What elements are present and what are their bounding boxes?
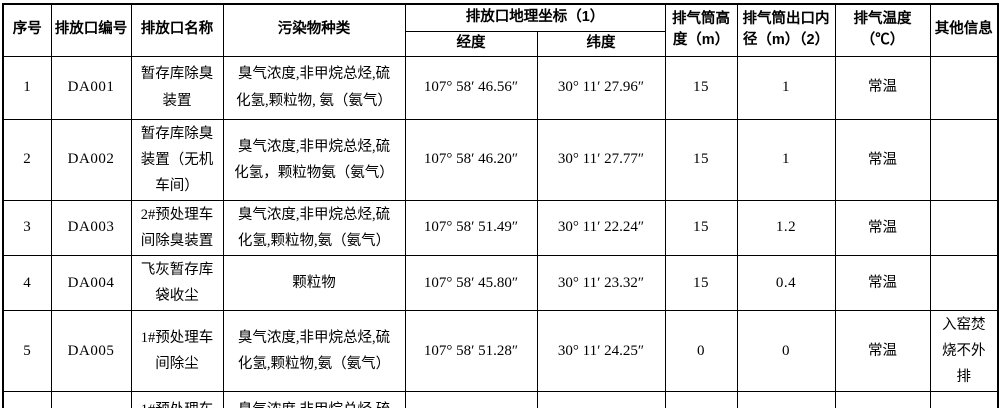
cell-temperature: 常温 (834, 310, 931, 393)
cell-stack-height: 15 (664, 199, 738, 256)
cell-seq: 2 (2, 118, 52, 201)
cell-pollutants: 臭气浓度,非甲烷总烃,硫化氢，颗粒物氨（氨气） (222, 118, 406, 201)
cell-longitude: 107° 58′ 46.20″ (404, 118, 538, 201)
cell-outlet-id: DA006 (50, 391, 132, 408)
emission-outlet-table: 序号 排放口编号 排放口名称 污染物种类 排放口地理坐标（1） 排气筒高度（m）… (2, 3, 1000, 408)
cell-stack-diameter: 1 (736, 55, 836, 120)
cell-outlet-name: 飞灰暂存库袋收尘 (130, 254, 224, 312)
cell-stack-diameter: 1.2 (736, 391, 836, 408)
cell-longitude: 107° 58′ 50.52″ (404, 391, 538, 408)
cell-temperature: 常温 (834, 55, 931, 120)
cell-stack-diameter: 0 (736, 310, 836, 393)
cell-latitude: 30° 11′ 23.32″ (536, 254, 666, 312)
cell-pollutants: 臭气浓度,非甲烷总烃,硫化氢,颗粒物,氨（氨气） (222, 199, 406, 256)
cell-stack-height: 15 (664, 391, 738, 408)
header-outlet-name: 排放口名称 (130, 3, 224, 57)
cell-stack-height: 15 (664, 118, 738, 201)
cell-latitude: 30° 11′ 24.25″ (536, 310, 666, 393)
cell-other-info (929, 254, 999, 312)
header-pollutants: 污染物种类 (222, 3, 406, 57)
cell-outlet-id: DA005 (50, 310, 132, 393)
cell-other-info (929, 118, 999, 201)
cell-stack-diameter: 1.2 (736, 199, 836, 256)
cell-stack-height: 0 (664, 310, 738, 393)
cell-outlet-name: 暂存库除臭装置 (130, 55, 224, 120)
cell-longitude: 107° 58′ 46.56″ (404, 55, 538, 120)
cell-longitude: 107° 58′ 51.28″ (404, 310, 538, 393)
cell-stack-height: 15 (664, 254, 738, 312)
cell-other-info (929, 55, 999, 120)
cell-seq: 6 (2, 391, 52, 408)
cell-seq: 5 (2, 310, 52, 393)
header-row-2: 经度 纬度 (3, 30, 998, 57)
table-row: 3 DA003 2#预处理车间除臭装置 臭气浓度,非甲烷总烃,硫化氢,颗粒物,氨… (2, 199, 999, 256)
cell-outlet-name: 暂存库除臭装置（无机车间） (130, 118, 224, 201)
cell-temperature: 常温 (834, 118, 931, 201)
table-row: 6 DA006 1#预处理车间除臭装置 臭气浓度,非甲烷总烃,硫化氢,颗粒物,氨… (2, 391, 999, 408)
cell-other-info: 入窑焚烧不外排 (929, 310, 999, 393)
cell-longitude: 107° 58′ 51.49″ (404, 199, 538, 256)
cell-seq: 4 (2, 254, 52, 312)
table-row: 5 DA005 1#预处理车间除尘 臭气浓度,非甲烷总烃,硫化氢,颗粒物,氨（氨… (2, 310, 999, 393)
table-row: 2 DA002 暂存库除臭装置（无机车间） 臭气浓度,非甲烷总烃,硫化氢，颗粒物… (2, 118, 999, 201)
cell-temperature: 常温 (834, 391, 931, 408)
cell-pollutants: 颗粒物 (222, 254, 406, 312)
header-exhaust-temperature: 排气温度（℃） (834, 3, 931, 57)
header-stack-diameter: 排气筒出口内径（m）（2） (736, 3, 836, 57)
header-stack-height: 排气筒高度（m） (664, 3, 738, 57)
header-other-info: 其他信息 (929, 3, 999, 57)
cell-latitude: 30° 11′ 27.77″ (536, 118, 666, 201)
header-geo-coordinates: 排放口地理坐标（1） (404, 3, 666, 32)
cell-latitude: 30° 11′ 24.72″ (536, 391, 666, 408)
cell-outlet-id: DA003 (50, 199, 132, 256)
cell-pollutants: 臭气浓度,非甲烷总烃,硫化氢,颗粒物,氨（氨气） (222, 391, 406, 408)
cell-outlet-name: 2#预处理车间除臭装置 (130, 199, 224, 256)
cell-seq: 1 (2, 55, 52, 120)
cell-outlet-name: 1#预处理车间除臭装置 (130, 391, 224, 408)
cell-outlet-id: DA004 (50, 254, 132, 312)
header-latitude: 纬度 (536, 30, 666, 57)
cell-latitude: 30° 11′ 22.24″ (536, 199, 666, 256)
header-outlet-id: 排放口编号 (50, 3, 132, 57)
table-row: 4 DA004 飞灰暂存库袋收尘 颗粒物 107° 58′ 45.80″ 30°… (2, 254, 999, 312)
cell-longitude: 107° 58′ 45.80″ (404, 254, 538, 312)
cell-outlet-id: DA002 (50, 118, 132, 201)
cell-outlet-name: 1#预处理车间除尘 (130, 310, 224, 393)
cell-other-info (929, 391, 999, 408)
cell-stack-height: 15 (664, 55, 738, 120)
cell-outlet-id: DA001 (50, 55, 132, 120)
header-seq: 序号 (2, 3, 52, 57)
table-row: 1 DA001 暂存库除臭装置 臭气浓度,非甲烷总烃,硫化氢,颗粒物, 氨（氨气… (2, 55, 999, 120)
cell-seq: 3 (2, 199, 52, 256)
cell-pollutants: 臭气浓度,非甲烷总烃,硫化氢,颗粒物, 氨（氨气） (222, 55, 406, 120)
cell-stack-diameter: 0.4 (736, 254, 836, 312)
cell-temperature: 常温 (834, 199, 931, 256)
cell-temperature: 常温 (834, 254, 931, 312)
cell-stack-diameter: 1 (736, 118, 836, 201)
cell-other-info (929, 199, 999, 256)
cell-pollutants: 臭气浓度,非甲烷总烃,硫化氢,颗粒物,氨（氨气） (222, 310, 406, 393)
cell-latitude: 30° 11′ 27.96″ (536, 55, 666, 120)
header-row-1: 序号 排放口编号 排放口名称 污染物种类 排放口地理坐标（1） 排气筒高度（m）… (2, 3, 999, 57)
header-longitude: 经度 (404, 30, 538, 57)
